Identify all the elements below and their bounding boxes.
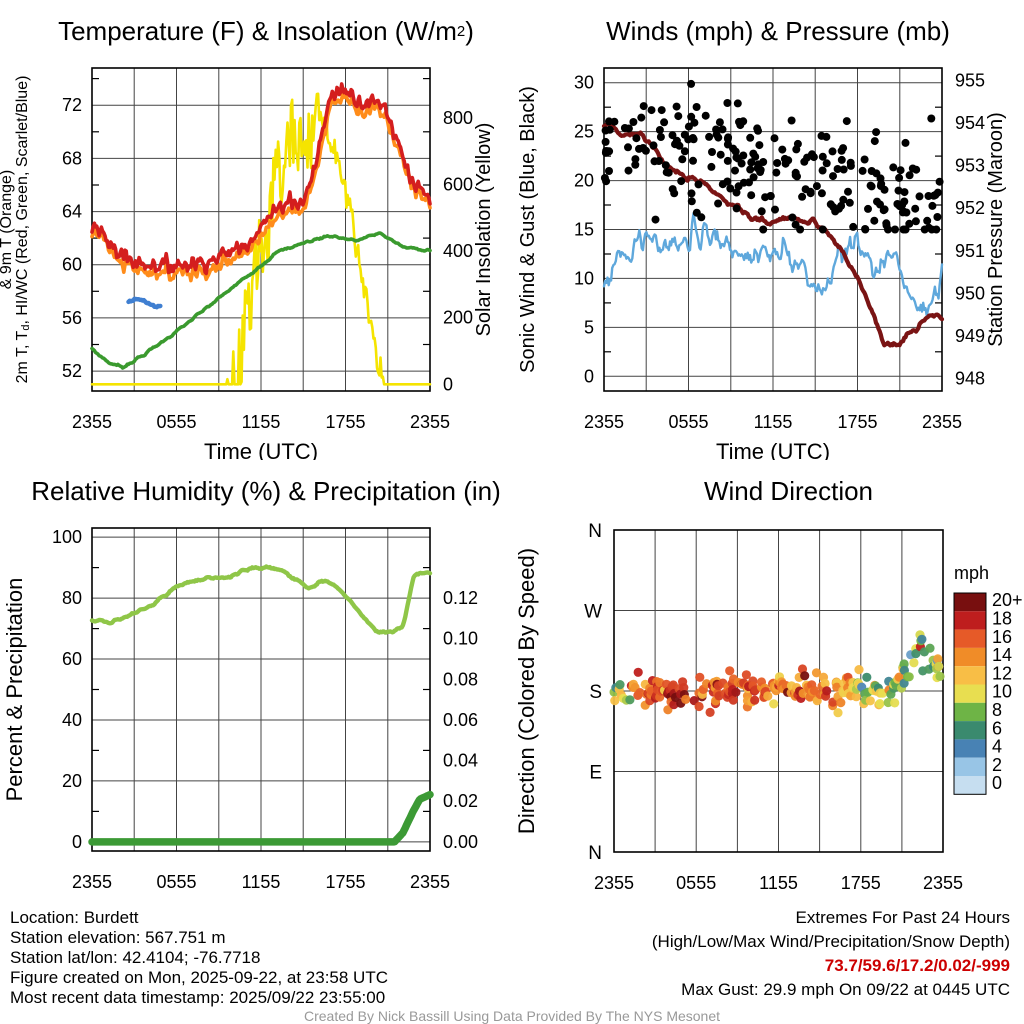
- svg-text:Solar Insolation (Yellow): Solar Insolation (Yellow): [473, 123, 495, 337]
- svg-text:2355: 2355: [923, 873, 963, 893]
- svg-text:S: S: [589, 682, 602, 703]
- svg-text:0555: 0555: [676, 873, 716, 893]
- svg-text:N: N: [588, 521, 602, 542]
- svg-text:16: 16: [992, 627, 1012, 647]
- svg-text:18: 18: [992, 609, 1012, 629]
- svg-text:60: 60: [62, 255, 82, 275]
- svg-text:950: 950: [955, 283, 985, 303]
- svg-text:20: 20: [62, 771, 82, 791]
- svg-text:953: 953: [955, 156, 985, 176]
- svg-text:1755: 1755: [841, 873, 881, 893]
- svg-text:56: 56: [62, 308, 82, 328]
- svg-text:1755: 1755: [837, 412, 877, 432]
- svg-text:948: 948: [955, 368, 985, 388]
- svg-text:& 9m T (Orange): & 9m T (Orange): [0, 170, 15, 289]
- svg-text:5: 5: [584, 317, 594, 337]
- svg-text:72: 72: [62, 95, 82, 115]
- svg-text:954: 954: [955, 113, 985, 133]
- svg-text:0.12: 0.12: [443, 588, 478, 608]
- svg-text:2355: 2355: [410, 872, 450, 892]
- svg-text:10: 10: [992, 682, 1012, 702]
- svg-text:0.00: 0.00: [443, 832, 478, 852]
- svg-text:15: 15: [574, 220, 594, 240]
- svg-text:2355: 2355: [72, 412, 112, 432]
- svg-text:40: 40: [62, 710, 82, 730]
- svg-text:60: 60: [62, 649, 82, 669]
- svg-text:0555: 0555: [668, 412, 708, 432]
- svg-text:0555: 0555: [156, 872, 196, 892]
- svg-text:W: W: [584, 602, 602, 623]
- svg-text:64: 64: [62, 202, 82, 222]
- svg-text:4: 4: [992, 737, 1002, 757]
- svg-text:Wind Direction: Wind Direction: [704, 476, 873, 506]
- svg-text:0: 0: [443, 374, 453, 394]
- svg-text:Percent & Precipitation: Percent & Precipitation: [2, 578, 27, 802]
- svg-text:2m T, Td, HI/WC (Red, Green, S: 2m T, Td, HI/WC (Red, Green, Scarlet/Blu…: [14, 76, 32, 384]
- svg-text:1155: 1155: [242, 412, 281, 432]
- svg-text:0: 0: [992, 773, 1002, 793]
- svg-text:600: 600: [443, 175, 473, 195]
- svg-text:10: 10: [574, 268, 594, 288]
- svg-text:68: 68: [62, 148, 82, 168]
- svg-text:E: E: [589, 763, 602, 784]
- svg-text:1155: 1155: [754, 412, 793, 432]
- svg-text:20: 20: [574, 171, 594, 191]
- svg-text:6: 6: [992, 718, 1002, 738]
- svg-text:2355: 2355: [72, 872, 112, 892]
- svg-text:100: 100: [52, 527, 82, 547]
- svg-text:Time (UTC): Time (UTC): [716, 439, 830, 460]
- svg-text:200: 200: [443, 308, 473, 328]
- svg-text:2355: 2355: [584, 412, 624, 432]
- svg-text:400: 400: [443, 241, 473, 261]
- svg-text:0555: 0555: [156, 412, 196, 432]
- svg-text:Time (UTC): Time (UTC): [204, 439, 318, 460]
- svg-text:Direction (Colored By Speed): Direction (Colored By Speed): [514, 548, 539, 834]
- svg-text:949: 949: [955, 326, 985, 346]
- svg-text:Station Pressure (Maroon): Station Pressure (Maroon): [985, 112, 1007, 347]
- svg-text:2355: 2355: [922, 412, 962, 432]
- svg-text:955: 955: [955, 71, 985, 91]
- svg-text:951: 951: [955, 241, 985, 261]
- svg-text:0.06: 0.06: [443, 710, 478, 730]
- svg-text:1755: 1755: [325, 412, 365, 432]
- svg-text:52: 52: [62, 361, 82, 381]
- svg-text:0.10: 0.10: [443, 629, 478, 649]
- svg-text:20+: 20+: [992, 590, 1023, 610]
- svg-text:Temperature (F) & Insolation (: Temperature (F) & Insolation (W/m2): [58, 16, 474, 46]
- svg-text:1755: 1755: [325, 872, 365, 892]
- svg-text:2355: 2355: [410, 412, 450, 432]
- svg-text:800: 800: [443, 108, 473, 128]
- svg-text:12: 12: [992, 663, 1012, 683]
- svg-text:952: 952: [955, 198, 985, 218]
- svg-text:8: 8: [992, 700, 1002, 720]
- svg-text:30: 30: [574, 73, 594, 93]
- svg-text:1155: 1155: [759, 873, 798, 893]
- svg-text:14: 14: [992, 645, 1012, 665]
- svg-text:0: 0: [584, 366, 594, 386]
- svg-text:N: N: [588, 843, 602, 864]
- svg-text:1155: 1155: [242, 872, 281, 892]
- svg-text:2355: 2355: [594, 873, 634, 893]
- svg-text:Sonic Wind & Gust (Blue, Black: Sonic Wind & Gust (Blue, Black): [517, 86, 539, 373]
- svg-text:0.08: 0.08: [443, 669, 478, 689]
- svg-text:mph: mph: [954, 563, 989, 583]
- svg-text:Relative Humidity (%) & Precip: Relative Humidity (%) & Precipitation (i…: [31, 476, 501, 506]
- svg-text:Winds (mph) & Pressure (mb): Winds (mph) & Pressure (mb): [606, 16, 950, 46]
- svg-text:25: 25: [574, 122, 594, 142]
- svg-text:0: 0: [72, 832, 82, 852]
- svg-text:80: 80: [62, 588, 82, 608]
- svg-text:0.04: 0.04: [443, 751, 478, 771]
- svg-text:0.02: 0.02: [443, 791, 478, 811]
- svg-text:2: 2: [992, 755, 1002, 775]
